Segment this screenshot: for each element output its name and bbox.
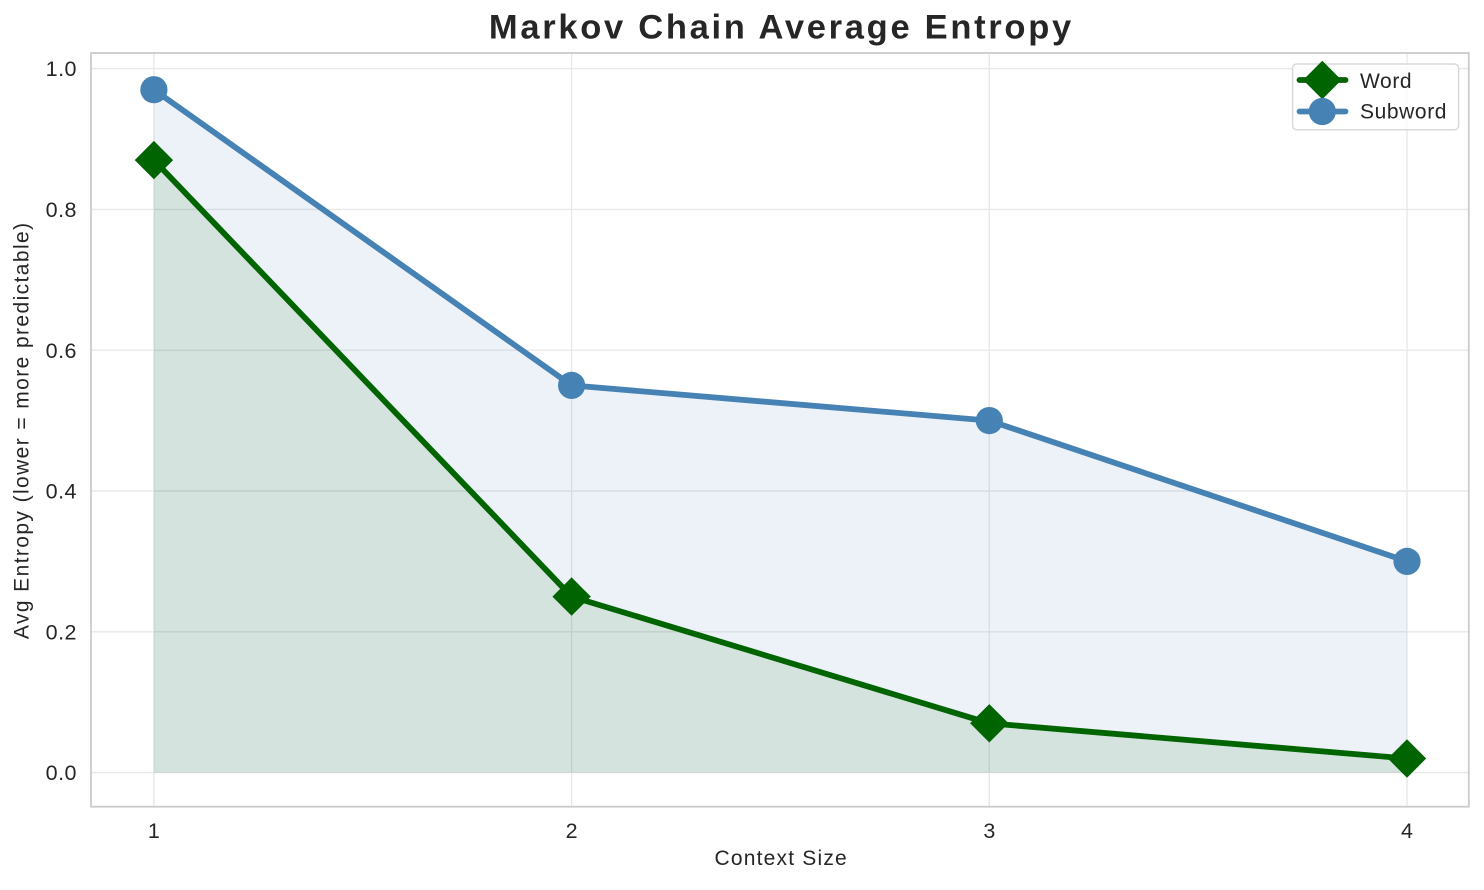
svg-text:0.8: 0.8 <box>46 198 77 222</box>
svg-text:0.2: 0.2 <box>46 620 77 644</box>
svg-text:Avg Entropy (lower = more pred: Avg Entropy (lower = more predictable) <box>11 222 34 640</box>
svg-text:4: 4 <box>1401 819 1413 843</box>
svg-text:Context Size: Context Size <box>714 847 847 870</box>
svg-text:Word: Word <box>1360 70 1412 93</box>
svg-text:1: 1 <box>148 819 160 843</box>
svg-text:0.6: 0.6 <box>46 339 77 363</box>
svg-text:2: 2 <box>566 819 578 843</box>
svg-text:0.4: 0.4 <box>46 480 77 504</box>
svg-text:Subword: Subword <box>1360 100 1447 123</box>
svg-text:1.0: 1.0 <box>46 57 77 81</box>
svg-text:3: 3 <box>983 819 995 843</box>
svg-text:Markov Chain Average Entropy: Markov Chain Average Entropy <box>489 9 1074 47</box>
svg-text:0.0: 0.0 <box>46 761 77 785</box>
